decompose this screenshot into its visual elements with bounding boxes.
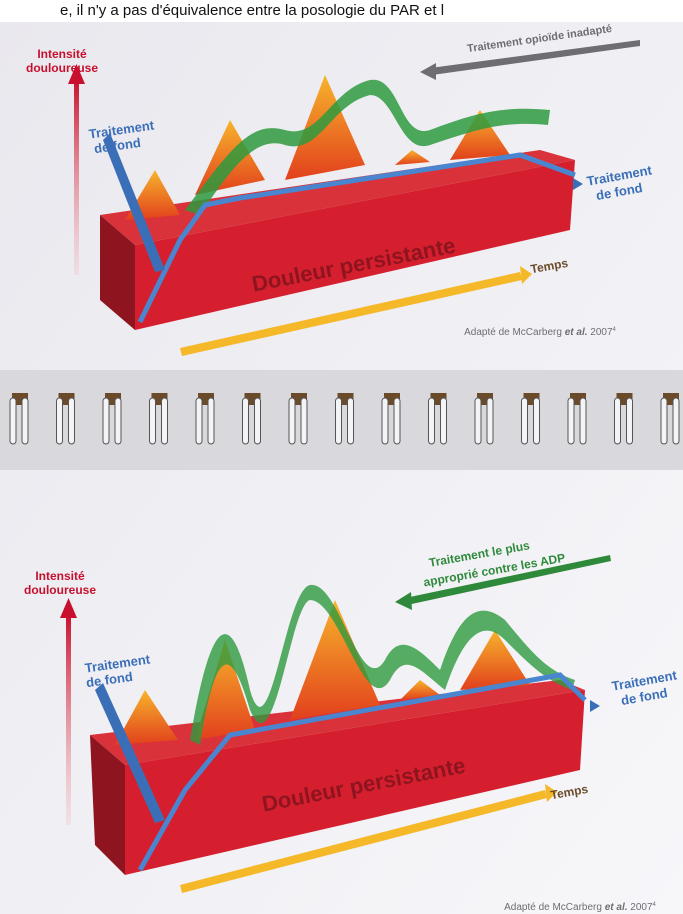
label-arrow (405, 555, 611, 605)
peak (290, 600, 380, 720)
spiral-binding (9, 393, 680, 445)
label-arrow-head (420, 63, 436, 80)
spiral-ring (579, 397, 587, 445)
peak (460, 630, 530, 690)
left-label: de fond (85, 669, 134, 690)
spiral-ring (393, 397, 401, 445)
peak (195, 640, 255, 740)
box-side (90, 735, 125, 875)
source: Adapté de McCarberg et al. 20074 (504, 902, 656, 913)
spiral-ring (102, 397, 110, 445)
spiral-ring (149, 397, 156, 445)
source-text: 2007 (590, 327, 613, 338)
spiral-ring (161, 397, 168, 445)
spiral-ring (486, 397, 494, 445)
spiral-ring (567, 397, 575, 445)
spiral-ring (440, 397, 447, 445)
spiral-ring (335, 397, 342, 445)
peak (400, 680, 440, 700)
source-text: et al. (565, 327, 588, 338)
left-arrow (95, 683, 165, 823)
right-arrow-head (590, 700, 600, 712)
spiral-ring (672, 397, 680, 445)
time-arrow (180, 790, 547, 893)
treatment-ribbon (190, 584, 575, 745)
time-arrow-head (520, 266, 532, 284)
peak (115, 690, 178, 745)
time-label: Temps (549, 782, 589, 802)
y-arrow (74, 80, 79, 275)
source-text: et al. (605, 902, 628, 913)
spiral-ring (195, 397, 203, 445)
spiral-ring (21, 397, 29, 445)
source-text: Adapté de McCarberg (504, 902, 602, 913)
y-arrow-head (68, 64, 85, 84)
right-arrow-head (573, 178, 583, 190)
y-label: Intensité (35, 569, 85, 583)
box-front (125, 690, 585, 875)
y-label: douloureuse (24, 583, 96, 597)
box-side (100, 215, 135, 330)
spiral-ring (660, 397, 668, 445)
spiral-ring (207, 397, 215, 445)
y-arrow-head (60, 598, 77, 618)
spiral-ring (114, 397, 122, 445)
spiral-ring (428, 397, 435, 445)
peak (450, 110, 510, 160)
spiral-ring (347, 397, 354, 445)
spiral-ring (474, 397, 482, 445)
y-label: Intensité (37, 47, 87, 61)
time-arrow (180, 272, 522, 356)
left-arrow (103, 133, 165, 272)
y-arrow (66, 615, 71, 825)
label-arrow (430, 40, 640, 75)
source-text: Adapté de McCarberg (464, 327, 562, 338)
baseline-treatment (137, 152, 576, 324)
spiral-ring (521, 397, 528, 445)
spiral-ring (56, 397, 63, 445)
caption-strip (0, 0, 683, 22)
spiral-ring (254, 397, 261, 445)
peak (395, 150, 430, 165)
spiral-ring (614, 397, 621, 445)
panel: Intensité douloureuse Traitement le plus… (24, 538, 679, 913)
caption: e, il n'y a pas d'équivalence entre la p… (60, 2, 444, 19)
source: Adapté de McCarberg et al. 20074 (464, 327, 616, 338)
spiral-ring (300, 397, 308, 445)
y-label: douloureuse (26, 61, 98, 75)
time-label: Temps (529, 256, 569, 276)
spiral-ring (9, 397, 17, 445)
baseline-treatment (137, 672, 587, 872)
time-arrow-head (545, 784, 557, 802)
source-note: 4 (653, 902, 657, 908)
source-text: 2007 (630, 902, 653, 913)
source-note: 4 (613, 327, 617, 333)
box-front (135, 160, 575, 330)
spiral-ring (288, 397, 296, 445)
label-arrow-head (395, 592, 412, 610)
box-top (100, 150, 575, 245)
spiral-ring (533, 397, 540, 445)
spiral-ring (626, 397, 633, 445)
spiral-ring (68, 397, 75, 445)
spiral-ring (242, 397, 249, 445)
box-top (90, 680, 585, 765)
treatment-ribbon (185, 79, 550, 215)
left-label: de fond (93, 135, 142, 156)
spiral-ring (381, 397, 389, 445)
